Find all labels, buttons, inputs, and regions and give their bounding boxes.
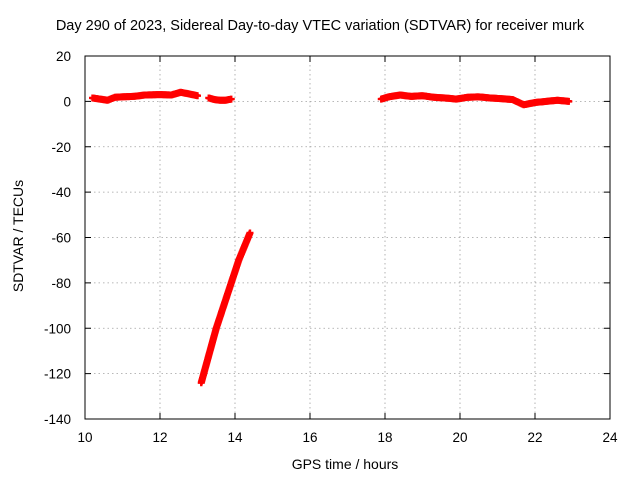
x-tick-label: 18 <box>377 430 392 445</box>
x-axis-label: GPS time / hours <box>291 456 399 472</box>
series-segment-4 <box>377 91 573 109</box>
chart-title: Day 290 of 2023, Sidereal Day-to-day VTE… <box>55 18 585 34</box>
data-point <box>227 95 235 103</box>
y-tick-label: -140 <box>44 412 71 427</box>
series-segment-2 <box>205 94 235 104</box>
x-tick-label: 22 <box>527 430 542 445</box>
y-tick-label: -20 <box>51 140 71 155</box>
y-tick-label: -80 <box>51 276 71 291</box>
data-points <box>89 88 573 387</box>
series-segment-1 <box>89 88 201 104</box>
data-point <box>194 92 201 100</box>
y-tick-label: -120 <box>44 367 71 382</box>
y-tick-label: -40 <box>51 185 71 200</box>
x-tick-label: 16 <box>302 430 317 445</box>
data-point <box>565 97 573 105</box>
data-point <box>246 229 254 237</box>
y-tick-label: 20 <box>56 49 71 64</box>
grid-lines <box>85 56 610 419</box>
y-tick-label: -60 <box>51 231 71 246</box>
x-tick-label: 14 <box>227 430 243 445</box>
y-axis-label: SDTVAR / TECUs <box>10 179 26 293</box>
series-segment-3 <box>197 229 254 387</box>
x-tick-label: 10 <box>77 430 92 445</box>
x-tick-label: 12 <box>152 430 167 445</box>
axis-ticks: 10 12 14 16 18 20 22 24 20 0 -20 -40 -60 -80 -100 -120 -… <box>44 49 618 445</box>
x-tick-label: 24 <box>602 430 618 445</box>
y-tick-label: -100 <box>44 321 71 336</box>
y-tick-label: 0 <box>63 94 71 109</box>
x-tick-label: 20 <box>452 430 467 445</box>
